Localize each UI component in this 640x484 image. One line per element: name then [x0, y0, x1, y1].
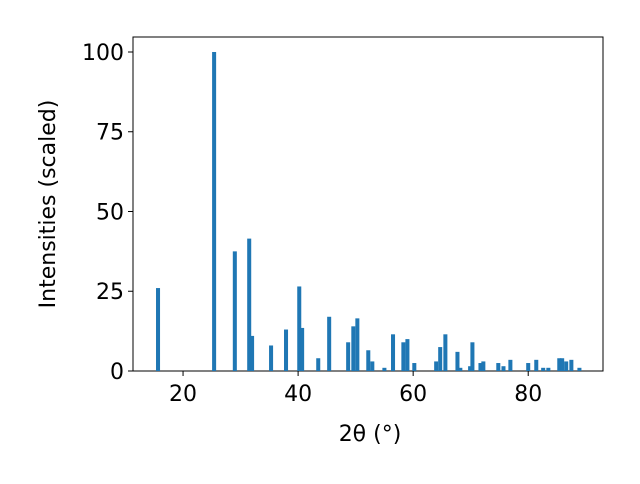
bar — [412, 363, 417, 371]
bar — [327, 316, 332, 371]
bar — [557, 358, 562, 371]
bar — [569, 359, 574, 371]
bar — [405, 339, 410, 371]
y-tick-label: 100 — [82, 41, 124, 66]
x-tick-label: 20 — [169, 382, 197, 407]
bar — [269, 345, 274, 371]
bar — [438, 347, 443, 371]
bar — [508, 359, 513, 371]
x-tick-label: 40 — [284, 382, 312, 407]
bar — [316, 358, 321, 371]
y-axis-label: Intensities (scaled) — [36, 100, 61, 309]
y-tick-label: 25 — [96, 280, 124, 305]
bar — [346, 342, 351, 371]
bar — [443, 334, 448, 371]
x-tick-label: 80 — [514, 382, 542, 407]
bar — [501, 366, 506, 371]
bar — [468, 366, 473, 371]
x-axis-label: 2θ (°) — [339, 422, 402, 447]
y-tick-label: 75 — [96, 121, 124, 146]
y-tick-label: 50 — [96, 200, 124, 225]
bar — [546, 367, 551, 371]
bar — [351, 326, 356, 371]
bar — [401, 342, 406, 371]
bar — [284, 329, 289, 371]
bar — [382, 367, 387, 371]
bar — [577, 367, 582, 371]
bar — [458, 367, 463, 371]
bar — [478, 363, 483, 371]
bar — [541, 367, 546, 371]
bar — [455, 351, 460, 371]
bar — [300, 327, 305, 371]
plot-frame — [132, 36, 604, 372]
bar — [366, 350, 371, 371]
bar — [526, 363, 531, 371]
bar — [534, 359, 539, 371]
bar — [481, 361, 486, 371]
bar — [250, 335, 255, 371]
bar — [370, 361, 375, 371]
bar — [355, 318, 360, 371]
bar — [496, 363, 501, 371]
bar — [391, 334, 396, 371]
x-tick-label: 60 — [399, 382, 427, 407]
bar — [297, 286, 302, 371]
bar — [434, 361, 439, 371]
bar — [156, 288, 161, 371]
bar — [560, 358, 565, 371]
bar — [232, 251, 237, 371]
bar — [247, 238, 252, 371]
bar — [212, 51, 217, 371]
y-tick-label: 0 — [110, 360, 124, 385]
bar — [470, 342, 475, 371]
bar — [564, 361, 569, 371]
